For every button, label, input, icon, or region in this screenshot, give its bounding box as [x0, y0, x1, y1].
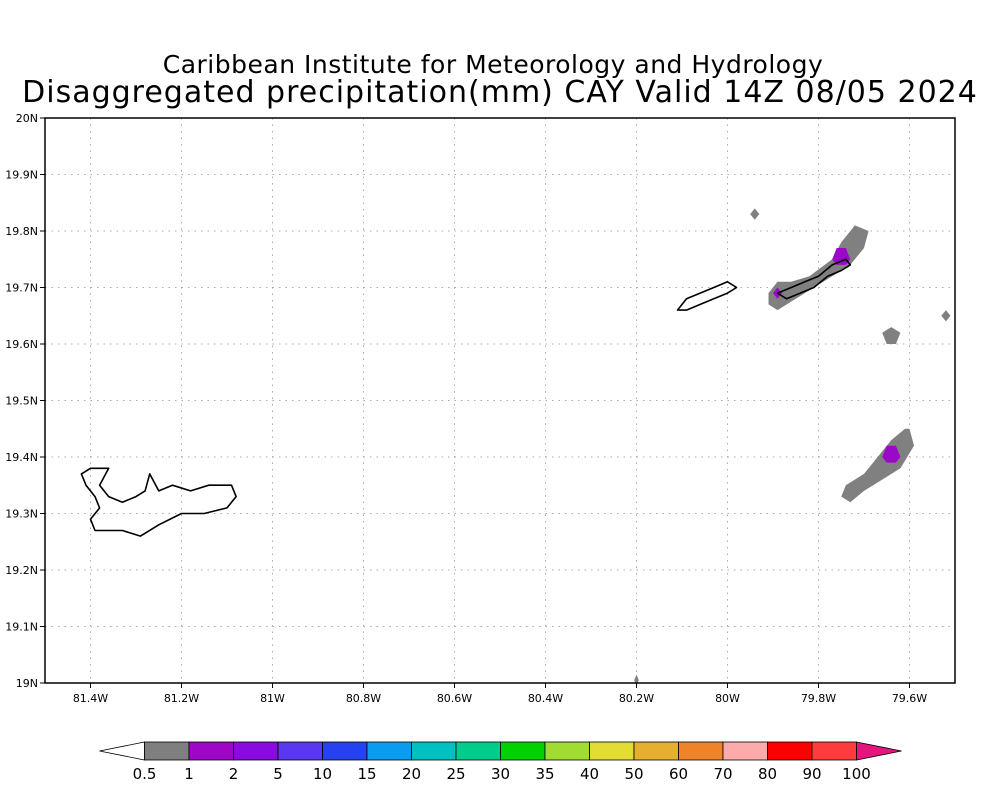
legend-label: 90 — [802, 765, 821, 783]
lat-tick-label: 19N — [16, 677, 38, 690]
lon-tick-label: 81W — [260, 692, 285, 705]
island-outlines — [80, 258, 852, 537]
lat-tick-label: 19.2N — [5, 564, 38, 577]
lat-tick-label: 19.6N — [5, 338, 38, 351]
lat-tick-label: 20N — [16, 112, 38, 125]
legend-swatch — [455, 741, 501, 761]
legend-label: 15 — [357, 765, 376, 783]
legend-arrow-high — [856, 741, 902, 761]
legend-label: 20 — [402, 765, 421, 783]
precip-cell-1 — [882, 445, 901, 463]
lon-tick-label: 81.2W — [164, 692, 199, 705]
legend-swatch — [322, 741, 368, 761]
legend-label: 1 — [184, 765, 194, 783]
legend-label: 50 — [624, 765, 643, 783]
lon-tick-label: 79.6W — [892, 692, 927, 705]
lon-tick-label: 80.4W — [528, 692, 563, 705]
precipitation-cells — [634, 208, 951, 686]
cayman-brac-outline — [776, 258, 852, 300]
lat-tick-label: 19.4N — [5, 451, 38, 464]
legend-swatch — [188, 741, 234, 761]
lon-tick-label: 80.6W — [437, 692, 472, 705]
grand-cayman-outline — [80, 467, 237, 537]
precip-cell-0-5 — [768, 225, 869, 311]
legend-swatch — [366, 741, 412, 761]
lat-tick-label: 19.7N — [5, 282, 38, 295]
lon-tick-label: 80.2W — [619, 692, 654, 705]
legend-swatch — [767, 741, 813, 761]
latitude-labels: 20N 19.9N 19.8N 19.7N 19.6N 19.5N 19.4N 19.3N 19… — [5, 112, 45, 690]
legend-label: 60 — [669, 765, 688, 783]
precip-cell-1 — [832, 248, 851, 265]
color-legend: 0.5 1 2 5 10 15 20 25 30 35 40 50 60 70 80 90 100 — [99, 741, 902, 783]
lat-tick-label: 19.9N — [5, 169, 38, 182]
precip-cell-0-5 — [882, 327, 901, 344]
legend-label: 2 — [229, 765, 239, 783]
longitude-labels: 81.4W 81.2W 81W 80.8W 80.6W 80.4W 80.2W 80W 79.8… — [73, 683, 927, 705]
legend-swatch — [411, 741, 457, 761]
lat-tick-label: 19.1N — [5, 621, 38, 634]
lon-tick-label: 80.8W — [346, 692, 381, 705]
legend-label: 10 — [313, 765, 332, 783]
legend-arrow-low — [99, 741, 145, 761]
legend-swatch — [722, 741, 768, 761]
legend-swatch — [544, 741, 590, 761]
legend-swatch — [500, 741, 546, 761]
legend-label: 70 — [713, 765, 732, 783]
legend-swatch — [678, 741, 724, 761]
lat-tick-label: 19.8N — [5, 225, 38, 238]
legend-label: 0.5 — [133, 765, 157, 783]
precip-cell-0-5 — [841, 428, 914, 503]
institute-title: Caribbean Institute for Meteorology and … — [162, 50, 824, 79]
legend-label: 80 — [758, 765, 777, 783]
legend-swatch — [277, 741, 323, 761]
little-cayman-outline — [676, 280, 738, 311]
precip-cell-0-5 — [941, 310, 951, 322]
lat-tick-label: 19.3N — [5, 508, 38, 521]
lon-tick-label: 80W — [715, 692, 740, 705]
legend-swatch — [811, 741, 857, 761]
lon-tick-label: 79.8W — [801, 692, 836, 705]
product-title: Disaggregated precipitation(mm) CAY Vali… — [22, 75, 978, 110]
legend-label: 25 — [446, 765, 465, 783]
legend-label: 100 — [842, 765, 871, 783]
legend-label: 30 — [491, 765, 510, 783]
legend-swatch — [589, 741, 635, 761]
lon-tick-label: 81.4W — [73, 692, 108, 705]
map-grid — [45, 118, 955, 683]
legend-swatch — [144, 741, 190, 761]
legend-label: 5 — [273, 765, 283, 783]
lat-tick-label: 19.5N — [5, 395, 38, 408]
legend-swatch — [233, 741, 279, 761]
legend-label: 35 — [535, 765, 554, 783]
legend-swatch — [633, 741, 679, 761]
precip-cell-0-5 — [750, 208, 760, 220]
legend-label: 40 — [580, 765, 599, 783]
